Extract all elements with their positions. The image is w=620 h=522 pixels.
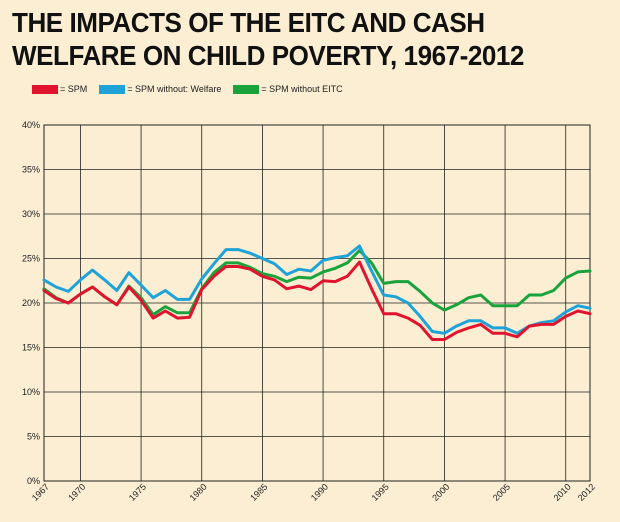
- y-tick-label: 5%: [27, 432, 40, 442]
- series-lines: [42, 244, 592, 341]
- y-tick-label: 25%: [22, 254, 40, 264]
- x-tick-label: 1980: [188, 482, 209, 503]
- y-tick-label: 40%: [22, 120, 40, 130]
- x-tick-label: 2010: [552, 482, 573, 503]
- y-tick-label: 35%: [22, 165, 40, 175]
- horizontal-gridlines: [44, 169, 590, 437]
- y-tick-label: 20%: [22, 298, 40, 308]
- x-tick-label: 1970: [66, 482, 87, 503]
- x-tick-label: 2000: [430, 482, 451, 503]
- series-line: [42, 244, 592, 335]
- series-line: [42, 249, 592, 317]
- y-axis-tick-labels: 0% 5% 10% 15% 20% 25% 30% 35% 40%: [22, 120, 40, 486]
- legend-item-spm-without-eitc: = SPM without EITC: [233, 84, 343, 94]
- y-tick-label: 30%: [22, 209, 40, 219]
- legend-label-spm-without-eitc: = SPM without EITC: [261, 84, 343, 94]
- x-tick-label: 1990: [309, 482, 330, 503]
- x-tick-label: 2012: [576, 482, 597, 503]
- legend-swatch-spm: [32, 84, 58, 94]
- legend-swatch-spm-without-welfare: [99, 84, 126, 94]
- legend: = SPM = SPM without: Welfare = SPM witho…: [32, 82, 355, 96]
- legend-label-spm-without-welfare: = SPM without: Welfare: [127, 84, 222, 94]
- x-tick-label: 2005: [491, 482, 512, 503]
- x-axis-tick-labels: 1967 1970 1975 1980 1985 1990 1995 2000 2005 2010…: [30, 482, 597, 503]
- x-tick-label: 1975: [127, 482, 148, 503]
- y-tick-label: 0%: [27, 476, 40, 486]
- y-tick-label: 10%: [22, 387, 40, 397]
- series-line: [42, 260, 592, 341]
- legend-label-spm: = SPM: [60, 84, 88, 94]
- legend-item-spm-without-welfare: = SPM without: Welfare: [99, 84, 221, 94]
- legend-item-spm: = SPM: [32, 84, 87, 94]
- y-tick-label: 15%: [22, 343, 40, 353]
- chart-title: THE IMPACTS OF THE EITC AND CASH WELFARE…: [12, 7, 524, 71]
- x-tick-label: 1995: [370, 482, 391, 503]
- vertical-gridlines: [80, 125, 567, 481]
- legend-swatch-spm-without-eitc: [233, 84, 260, 94]
- x-tick-label: 1985: [248, 482, 269, 503]
